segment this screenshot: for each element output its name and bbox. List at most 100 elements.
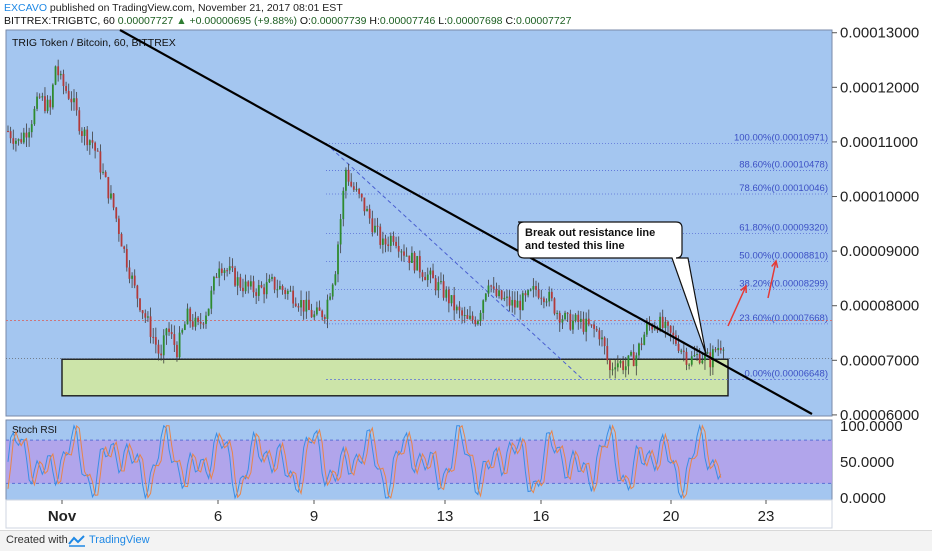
candle-body — [508, 296, 511, 306]
candle-body — [339, 219, 342, 245]
candle-body — [329, 296, 331, 300]
candle-body — [59, 73, 62, 76]
candle-body — [426, 274, 429, 281]
fib-level-label: 61.80%(0.00009320) — [739, 223, 828, 234]
candle-body — [516, 300, 519, 308]
time-tick-label: 9 — [310, 508, 318, 525]
candle-body — [587, 318, 590, 325]
candle-body — [220, 268, 223, 273]
candle-body — [387, 244, 390, 246]
candle-body — [603, 337, 606, 347]
candle-body — [498, 290, 500, 297]
price-change: +0.00000695 (+9.88%) — [189, 15, 297, 27]
candle-body — [165, 328, 168, 336]
stoch-tick-label: 0.0000 — [840, 490, 886, 507]
close-value: 0.00007727 — [515, 15, 572, 27]
candle-body — [376, 225, 379, 227]
candle-body — [461, 310, 463, 316]
candle-body — [405, 255, 408, 257]
candle-body — [696, 353, 698, 356]
candle-body — [447, 289, 450, 304]
candle-body — [252, 281, 255, 293]
time-tick-label: 16 — [533, 508, 550, 525]
candle-body — [495, 288, 498, 297]
candles-group — [7, 59, 725, 379]
candle-body — [81, 131, 83, 136]
breakout-arrow-2-head — [771, 259, 779, 268]
candle-body — [582, 318, 585, 332]
candle-body — [545, 301, 548, 303]
candle-body — [529, 289, 532, 291]
candle-body — [215, 276, 218, 278]
candle-body — [632, 352, 635, 367]
candle-body — [141, 310, 144, 314]
tradingview-brand[interactable]: TradingView — [89, 534, 150, 546]
author-name[interactable]: EXCAVO — [4, 2, 47, 14]
stoch-d-line — [7, 424, 722, 499]
candle-body — [173, 334, 176, 345]
candle-body — [292, 290, 295, 304]
candle-body — [297, 306, 300, 308]
candle-body — [519, 300, 522, 311]
candle-body — [284, 289, 287, 295]
publish-info: EXCAVO published on TradingView.com, Nov… — [4, 1, 932, 15]
time-tick-label: 6 — [214, 508, 222, 525]
candle-body — [411, 252, 413, 263]
candle-body — [537, 289, 540, 298]
resistance-trendline[interactable] — [119, 29, 813, 415]
candle-body — [73, 98, 75, 103]
candle-body — [46, 99, 49, 112]
candle-body — [57, 66, 60, 76]
open-value: 0.00007739 — [310, 15, 367, 27]
symbol-label: BITTREX:TRIGBTC, 60 — [4, 15, 115, 27]
candle-body — [115, 207, 118, 219]
candle-body — [569, 313, 572, 330]
candle-body — [247, 281, 250, 287]
candle-body — [207, 308, 210, 316]
candle-body — [609, 360, 611, 371]
candle-body — [337, 244, 339, 275]
candle-body — [315, 307, 318, 315]
candle-body — [579, 318, 582, 322]
candle-body — [661, 316, 664, 328]
candle-body — [162, 335, 165, 356]
candle-body — [9, 131, 12, 139]
candle-body — [128, 267, 131, 279]
candle-body — [379, 226, 382, 245]
candle-body — [25, 132, 28, 138]
candle-body — [722, 349, 725, 351]
candle-body — [601, 337, 603, 340]
candle-body — [281, 285, 284, 290]
candle-body — [645, 322, 648, 335]
candle-body — [197, 317, 199, 322]
candle-body — [38, 96, 41, 98]
pane-title: TRIG Token / Bitcoin, 60, BITTREX — [12, 37, 176, 49]
candle-body — [630, 352, 632, 356]
candle-body — [300, 300, 302, 308]
candle-body — [205, 315, 207, 324]
price-pane[interactable] — [5, 29, 833, 417]
candle-body — [160, 353, 163, 356]
candle-body — [331, 284, 334, 297]
candle-body — [318, 307, 321, 311]
publish-text: published on TradingView.com, November 2… — [49, 2, 343, 14]
candle-body — [99, 151, 102, 173]
candle-body — [521, 293, 524, 311]
candle-body — [65, 86, 67, 91]
fib-level-label: 23.60%(0.00007668) — [739, 313, 828, 324]
breakout-arrow-2 — [767, 260, 777, 299]
candle-body — [231, 266, 234, 268]
candle-body — [709, 352, 712, 368]
tradingview-logo-icon[interactable] — [68, 535, 86, 547]
candle-body — [33, 108, 36, 125]
candle-body — [358, 188, 361, 194]
candle-body — [714, 349, 717, 351]
candle-body — [527, 290, 529, 296]
candle-body — [154, 337, 157, 345]
candle-body — [62, 73, 65, 87]
footer-bar: Created with TradingView — [0, 530, 932, 551]
candle-body — [619, 360, 622, 364]
candle-body — [273, 277, 276, 290]
